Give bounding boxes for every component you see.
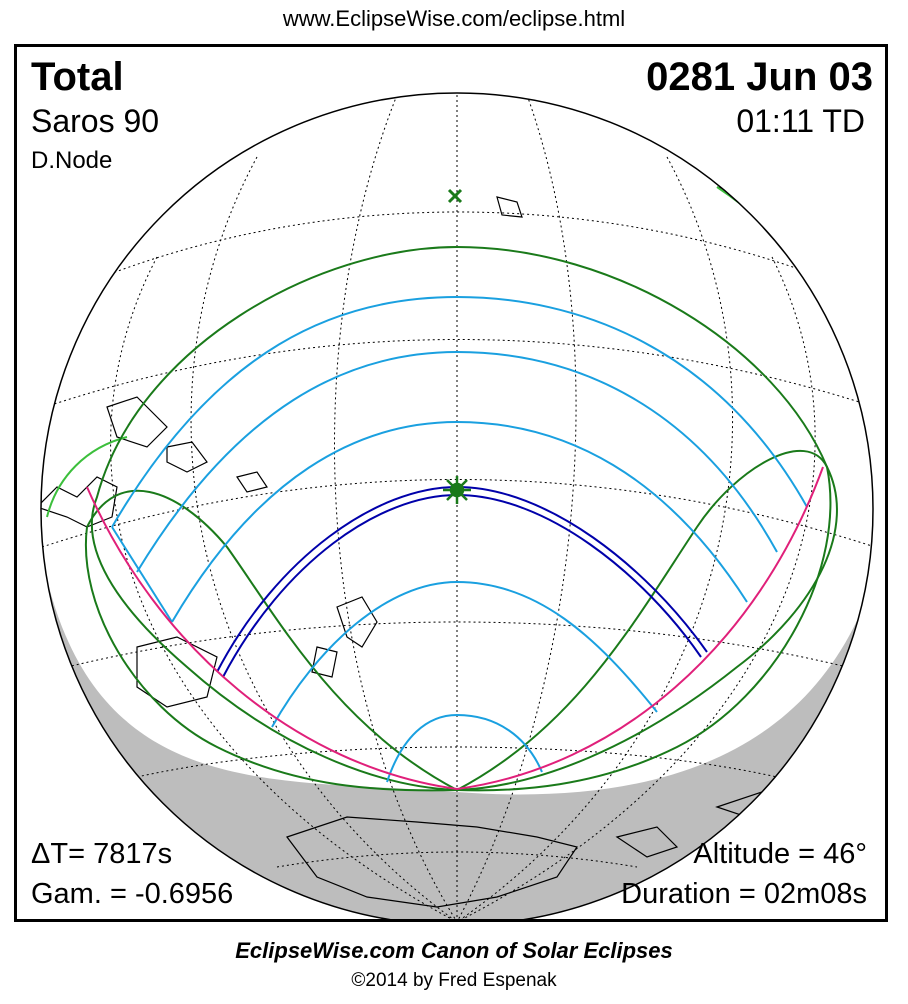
sub-solar-point-marker	[447, 188, 463, 204]
node-type: D.Node	[31, 147, 113, 174]
penumbra-right-wing	[456, 466, 832, 792]
eclipse-type: Total	[31, 55, 124, 99]
duration-value: Duration = 02m08s	[621, 878, 867, 910]
gamma-value: Gam. = -0.6956	[31, 878, 234, 910]
sunrise-sunset-limit	[86, 466, 824, 791]
delta-t-value: ΔT= 7817s	[31, 838, 173, 870]
altitude-value: Altitude = 46°	[693, 838, 867, 870]
penumbra-northern-limit	[90, 245, 838, 792]
greatest-eclipse-marker	[443, 476, 471, 504]
penumbra-outer-left	[46, 436, 128, 518]
eclipse-map-frame: Total Saros 90 D.Node 0281 Jun 03 01:11 …	[14, 44, 888, 922]
copyright-notice: ©2014 by Fred Espenak	[351, 970, 557, 991]
night-shade	[41, 527, 873, 919]
saros-number: Saros 90	[31, 103, 160, 139]
globe-map	[40, 92, 874, 919]
site-url[interactable]: www.EclipseWise.com/eclipse.html	[282, 6, 626, 31]
globe-outline	[40, 92, 874, 919]
eclipse-date: 0281 Jun 03	[646, 55, 873, 99]
canon-title: EclipseWise.com Canon of Solar Eclipses	[235, 938, 673, 963]
magnitude-curves	[111, 295, 808, 783]
eclipse-time: 01:11 TD	[736, 103, 865, 139]
parallel-lines	[41, 211, 873, 868]
penumbra-left-wing	[84, 526, 458, 792]
